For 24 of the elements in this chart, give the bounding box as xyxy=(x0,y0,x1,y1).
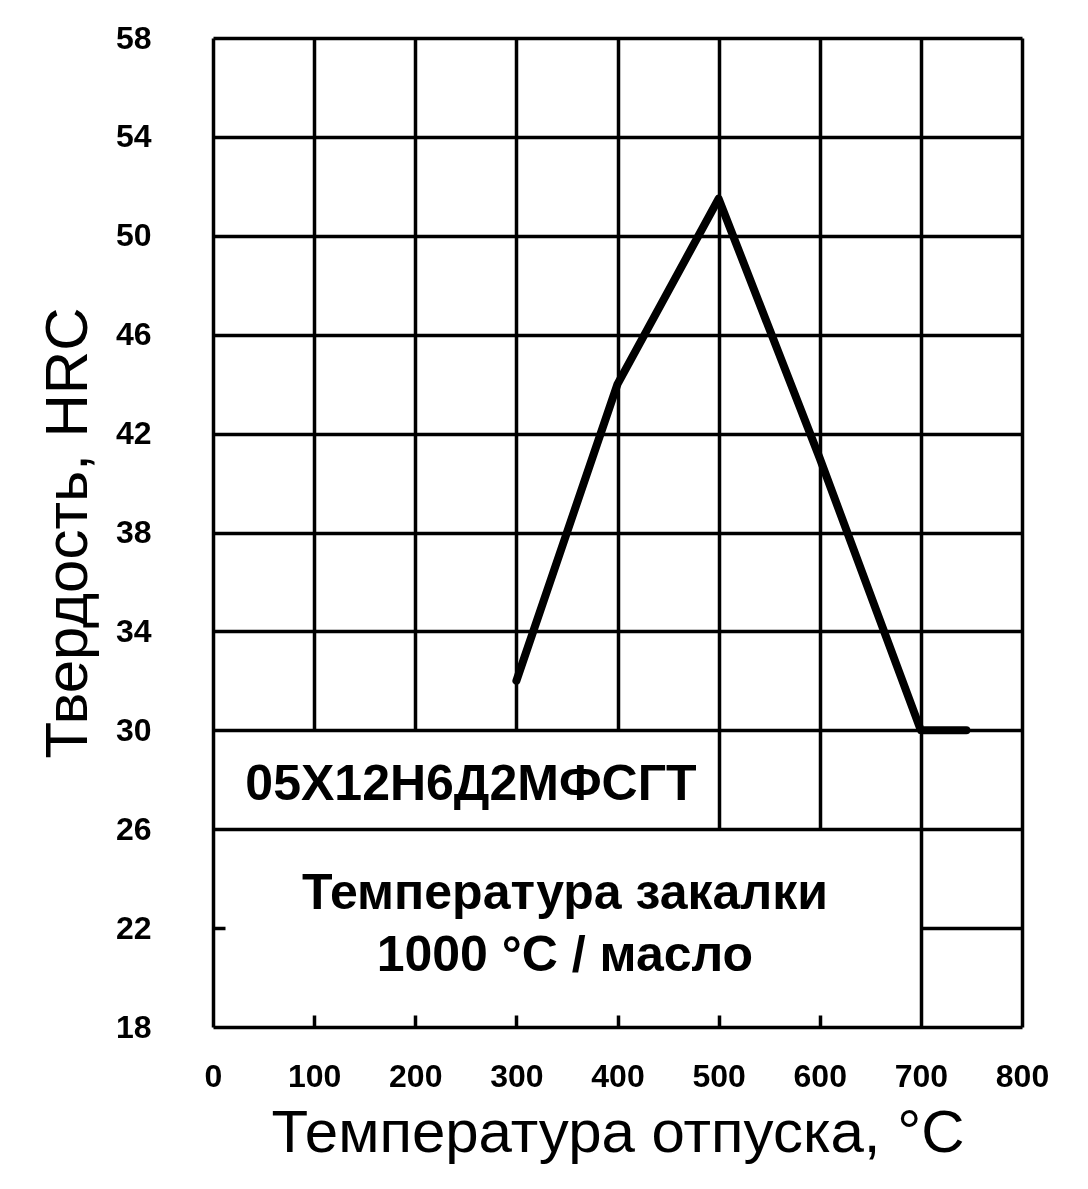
y-tick-label: 46 xyxy=(115,316,152,353)
y-tick-label: 50 xyxy=(115,217,152,254)
y-tick-label: 54 xyxy=(115,118,152,155)
y-tick-label: 38 xyxy=(115,514,152,550)
x-tick-label: 0 xyxy=(204,1057,223,1094)
y-axis-title: Твердость, HRC xyxy=(32,307,100,759)
annotation: Температура закалки 1000 °C / масло xyxy=(301,864,828,983)
x-axis-title: Температура отпуска, °C xyxy=(271,1097,965,1165)
x-tick-label: 300 xyxy=(490,1057,544,1094)
y-tick-label: 42 xyxy=(115,415,152,452)
x-tick-label: 800 xyxy=(995,1057,1050,1094)
y-tick-label: 30 xyxy=(115,711,152,748)
y-tick-label: 58 xyxy=(115,19,152,56)
x-tick-label: 600 xyxy=(793,1057,847,1094)
x-tick-label: 700 xyxy=(894,1057,949,1094)
y-tick-label: 18 xyxy=(115,1008,152,1045)
x-tick-label: 500 xyxy=(692,1057,746,1094)
y-tick-label: 26 xyxy=(115,810,152,847)
y-tick-label: 22 xyxy=(115,909,152,946)
x-tick-label: 400 xyxy=(591,1057,645,1094)
x-tick-label: 200 xyxy=(389,1057,443,1094)
annotation: 05Х12Н6Д2МФСГТ xyxy=(245,754,697,811)
y-tick-label: 34 xyxy=(115,612,152,649)
x-tick-label: 100 xyxy=(287,1057,342,1094)
